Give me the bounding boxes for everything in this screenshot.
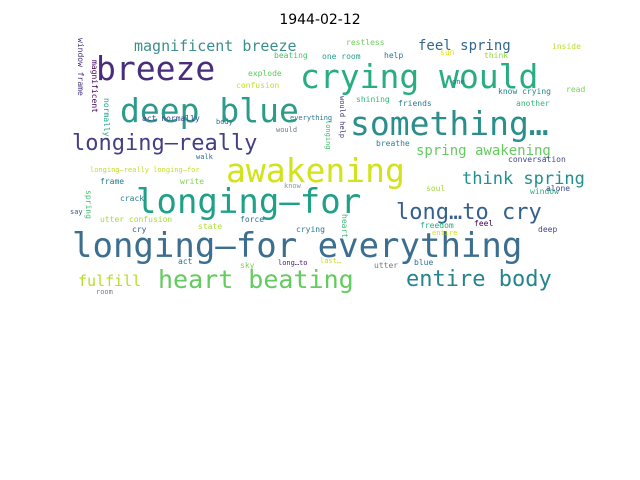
word-heart: heart xyxy=(340,214,349,238)
word-breeze: breeze xyxy=(96,49,215,88)
word-sky: sky xyxy=(240,261,255,270)
word-force: force xyxy=(240,215,264,224)
word-window-frame: window frame xyxy=(76,38,85,96)
word-help: help xyxy=(384,51,403,60)
word-inside: inside xyxy=(552,42,581,51)
word-longing-for: longing–for xyxy=(136,182,361,222)
word-longing: longing xyxy=(324,120,332,150)
word-something: something… xyxy=(350,104,549,143)
word-everything: everything xyxy=(290,114,332,122)
word-feel-spring: feel spring xyxy=(418,38,511,54)
word-longing-for-everything: longing–for everything xyxy=(72,226,522,266)
word-cry: cry xyxy=(132,225,147,234)
word-entire: entire xyxy=(432,229,457,237)
word-would: would xyxy=(276,126,297,134)
word-crying-would: crying would xyxy=(300,57,538,96)
word-longing-really-longing-for: longing–really longing–for xyxy=(90,166,200,174)
word-awakening: awakening xyxy=(226,151,405,190)
word-crying: crying xyxy=(296,225,325,234)
word-heart-beating: heart beating xyxy=(158,265,354,294)
word-room: room xyxy=(96,288,113,296)
word-state: state xyxy=(198,222,222,231)
word-long-to: long…to xyxy=(278,259,308,267)
word-fulfill: fulfill xyxy=(78,272,141,290)
word-think: think xyxy=(484,51,508,60)
word-deep: deep xyxy=(538,225,557,234)
word-alone: alone xyxy=(546,184,570,193)
word-feel: feel xyxy=(474,219,493,228)
word-spring: spring xyxy=(84,190,93,219)
word-magnificent: magnificent xyxy=(90,60,99,113)
word-long-to-cry: long…to cry xyxy=(396,200,542,225)
word-conversation: conversation xyxy=(508,155,566,164)
word-crack: crack xyxy=(120,194,144,203)
word-know-crying: know crying xyxy=(498,87,551,96)
word-sun: sun xyxy=(440,48,455,57)
word-explode: explode xyxy=(248,69,282,78)
word-soul: soul xyxy=(426,184,445,193)
word-act-normally: act normally xyxy=(142,114,200,123)
word-magnificent-breeze: magnificent breeze xyxy=(134,37,297,55)
word-read: read xyxy=(566,85,585,94)
word-confusion: confusion xyxy=(236,81,280,90)
word-breathe: breathe xyxy=(376,139,410,148)
word-beating: beating xyxy=(274,51,308,60)
word-utter-confusion: utter confusion xyxy=(100,215,172,224)
word-normally: normally xyxy=(102,98,111,137)
word-shining: shining xyxy=(356,95,390,104)
word-act: act xyxy=(178,257,193,266)
word-would-help: would help xyxy=(338,96,346,138)
word-friends: friends xyxy=(398,99,432,108)
word-blue: blue xyxy=(414,258,433,267)
chart-title: 1944-02-12 xyxy=(279,12,361,28)
word-say: say xyxy=(70,208,83,216)
word-utter: utter xyxy=(374,261,398,270)
word-window: window xyxy=(530,187,559,196)
word-walk: walk xyxy=(196,153,214,161)
word-longing-really: longing–really xyxy=(72,131,257,156)
word-another: another xyxy=(516,99,550,108)
word-body: body xyxy=(216,118,233,126)
word-know: know xyxy=(284,182,302,190)
word-entire-body: entire body xyxy=(406,267,552,292)
word-spring-awakening: spring awakening xyxy=(416,143,551,159)
word-one: one xyxy=(452,78,465,86)
word-write: write xyxy=(180,177,204,186)
word-restless: restless xyxy=(346,38,385,47)
word-last: last… xyxy=(320,257,341,265)
word-deep-blue: deep blue xyxy=(120,91,299,130)
word-freedom: freedom xyxy=(420,221,454,230)
word-one-room: one room xyxy=(322,52,361,61)
word-frame: frame xyxy=(100,177,124,186)
word-think-spring: think spring xyxy=(462,169,585,189)
